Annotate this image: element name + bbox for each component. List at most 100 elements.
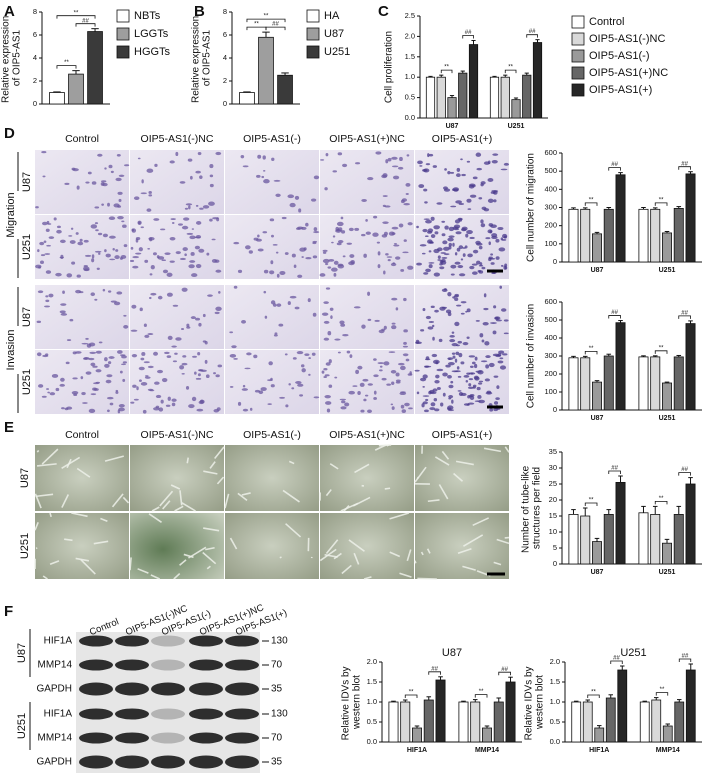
- panel-label: D: [4, 125, 15, 142]
- cell: [117, 409, 121, 414]
- cell: [466, 372, 471, 375]
- cell: [447, 357, 454, 361]
- tube: [209, 461, 216, 469]
- row-label: U251: [16, 713, 28, 739]
- error-bar: [597, 725, 602, 728]
- cell: [59, 239, 66, 244]
- significance-label: **: [64, 60, 69, 66]
- cell: [117, 191, 123, 195]
- cell: [481, 339, 485, 343]
- cell: [391, 325, 397, 330]
- significance-bracket: [498, 671, 511, 676]
- cell: [344, 402, 350, 407]
- cell: [455, 231, 462, 235]
- cell: [422, 395, 430, 397]
- cell: [403, 239, 407, 242]
- cell: [442, 372, 448, 377]
- blot-band: [79, 708, 113, 720]
- cell: [149, 296, 152, 300]
- cell: [495, 319, 502, 322]
- legend-swatch: [571, 32, 585, 46]
- cell: [384, 205, 391, 208]
- error-bar: [606, 207, 612, 210]
- error-bar: [620, 665, 625, 670]
- cell: [428, 320, 434, 323]
- error-bar: [594, 380, 600, 383]
- tube: [93, 540, 109, 545]
- significance-label: **: [659, 345, 664, 351]
- cell: [202, 205, 210, 209]
- cell: [439, 259, 444, 264]
- cell: [475, 370, 482, 373]
- cell: [217, 364, 223, 368]
- tube: [162, 500, 171, 510]
- cell: [424, 201, 428, 204]
- cell: [322, 249, 328, 252]
- significance-bracket: [654, 501, 668, 505]
- cell: [211, 258, 218, 263]
- cell: [39, 260, 44, 265]
- cell: [161, 377, 168, 383]
- cell: [60, 377, 65, 382]
- error-bar: [618, 320, 623, 323]
- cell: [395, 307, 399, 311]
- y-tick-label: 2.5: [405, 11, 415, 20]
- cell: [308, 357, 311, 360]
- cell: [373, 390, 377, 395]
- cell: [378, 329, 385, 334]
- cell: [452, 355, 456, 359]
- cell: [262, 170, 266, 172]
- cell: [143, 361, 150, 364]
- tube: [384, 487, 391, 490]
- cell: [131, 228, 137, 233]
- cell: [322, 258, 330, 264]
- cell: [153, 351, 158, 356]
- cell: [281, 216, 287, 220]
- cell: [60, 254, 64, 260]
- cell: [391, 165, 399, 168]
- cell: [451, 331, 455, 334]
- blot-band: [225, 635, 259, 647]
- x-tick-label: MMP14: [656, 747, 680, 754]
- significance-bracket: [504, 69, 517, 74]
- bar: [49, 92, 65, 105]
- micrograph: [415, 445, 509, 511]
- chart-title: U251: [620, 647, 646, 659]
- cell: [466, 336, 470, 339]
- cell: [279, 270, 286, 276]
- cell: [393, 244, 400, 247]
- cell: [362, 378, 369, 382]
- cell: [257, 248, 264, 252]
- cell: [271, 157, 275, 161]
- cell: [383, 361, 390, 366]
- error-bar: [391, 700, 396, 702]
- cell: [200, 399, 204, 403]
- cell: [491, 189, 499, 193]
- cell: [425, 163, 431, 166]
- x-tick-label: U251: [659, 267, 676, 274]
- cell: [348, 227, 354, 232]
- cell: [123, 324, 129, 329]
- cell: [73, 393, 78, 397]
- tube: [174, 505, 184, 512]
- cell: [42, 175, 46, 178]
- cell: [246, 352, 252, 356]
- cell: [132, 255, 140, 259]
- tube: [76, 467, 91, 478]
- cell: [478, 382, 483, 385]
- cell: [365, 218, 368, 222]
- cell: [433, 398, 438, 402]
- legend-label: OIP5-AS1(-): [589, 50, 650, 62]
- cell: [185, 203, 193, 206]
- cell: [468, 355, 476, 358]
- micrograph: [320, 150, 414, 214]
- cell: [155, 405, 160, 409]
- cell: [490, 262, 495, 265]
- cell: [36, 320, 42, 323]
- cell: [140, 226, 144, 229]
- panel-label: C: [378, 3, 389, 20]
- cell: [278, 323, 284, 327]
- bar: [458, 701, 469, 743]
- cell: [393, 242, 398, 245]
- cell: [97, 153, 103, 157]
